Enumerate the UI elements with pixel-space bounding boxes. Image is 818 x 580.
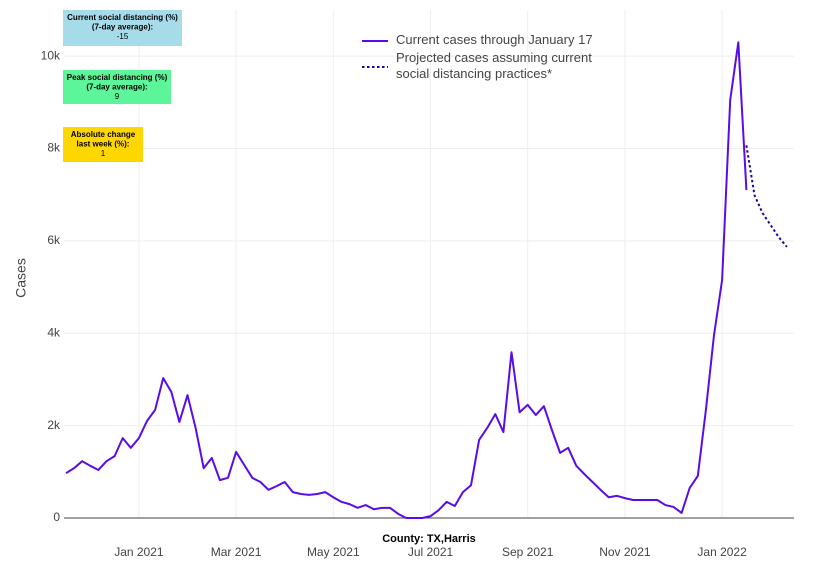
legend-item: Current cases through January 17 — [396, 32, 593, 47]
annotation-text: 9 — [115, 92, 120, 101]
annotation-text: Peak social distancing (%) — [67, 73, 168, 82]
annotation-box — [63, 10, 182, 46]
annotation-text: last week (%): — [77, 140, 130, 149]
annotation-text: Current social distancing (%) — [67, 13, 178, 22]
x-tick-label: May 2021 — [307, 545, 360, 559]
y-tick-label: 8k — [47, 141, 61, 155]
data-line — [745, 145, 788, 248]
legend-label: Current cases through January 17 — [396, 32, 593, 47]
annotation-box — [63, 127, 143, 162]
annotation-text: Absolute change — [71, 130, 136, 139]
data-line — [65, 41, 748, 519]
x-tick-label: Jan 2022 — [697, 545, 747, 559]
y-tick-label: 0 — [53, 510, 60, 524]
annotation-box — [63, 70, 171, 104]
annotation-text: (7-day average): — [92, 23, 153, 32]
x-tick-label: Nov 2021 — [599, 545, 651, 559]
x-axis-title: County: TX,Harris — [382, 533, 476, 545]
annotation-text: (7-day average): — [86, 83, 147, 92]
x-tick-label: Jul 2021 — [408, 545, 454, 559]
legend-label: Projected cases assuming current social … — [396, 50, 592, 81]
legend-item: Projected cases assuming current social … — [396, 50, 592, 81]
annotation-text: 1 — [101, 149, 106, 158]
annotation-text: -15 — [117, 32, 129, 41]
y-tick-label: 4k — [47, 325, 61, 339]
x-tick-label: Jan 2021 — [114, 545, 164, 559]
y-tick-label: 6k — [47, 233, 61, 247]
x-tick-label: Sep 2021 — [502, 545, 554, 559]
x-tick-label: Mar 2021 — [211, 545, 262, 559]
y-axis-title: Cases — [13, 258, 29, 298]
y-tick-label: 10k — [41, 48, 61, 62]
y-tick-label: 2k — [47, 418, 61, 432]
